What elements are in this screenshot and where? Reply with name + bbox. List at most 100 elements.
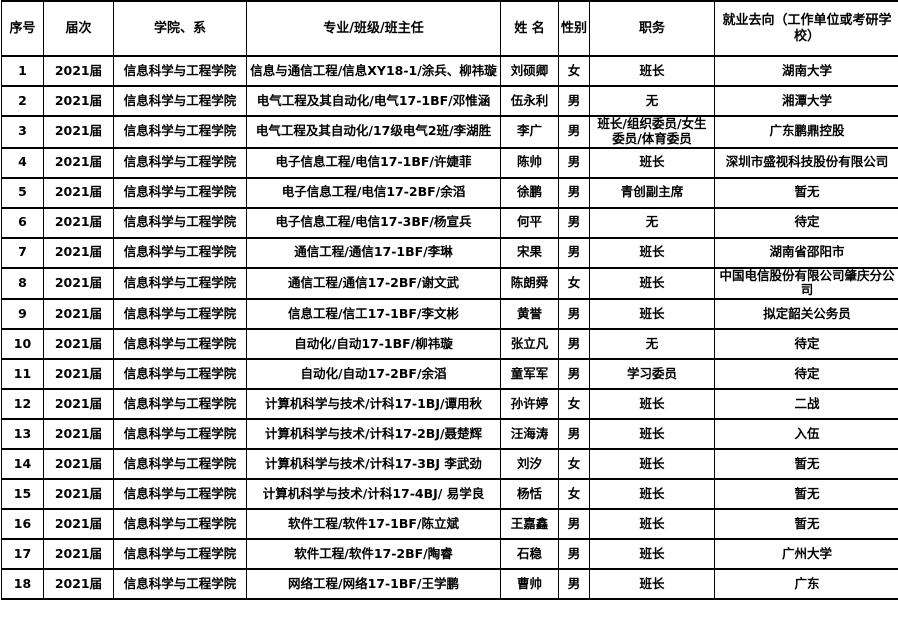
cell-no: 13: [1, 418, 44, 450]
cell-name: 汪海涛: [500, 418, 559, 450]
cell-gender: 男: [558, 538, 590, 570]
cell-no: 4: [1, 146, 44, 179]
table-row: 4 2021届 信息科学与工程学院 电子信息工程/电信17-1BF/许婕菲 陈帅…: [1, 146, 898, 179]
cell-destination: 暂无: [714, 176, 898, 209]
cell-major: 计算机科学与技术/计科17-2BJ/聂楚辉: [246, 418, 501, 450]
cell-gender: 男: [558, 206, 590, 239]
cell-college: 信息科学与工程学院: [113, 206, 247, 239]
cell-cohort: 2021届: [43, 328, 114, 360]
table-row: 15 2021届 信息科学与工程学院 计算机科学与技术/计科17-4BJ/ 易学…: [1, 478, 898, 510]
cell-major: 软件工程/软件17-2BF/陶睿: [246, 538, 501, 570]
cell-major: 通信工程/通信17-1BF/李琳: [246, 236, 501, 269]
table-row: 1 2021届 信息科学与工程学院 信息与通信工程/信息XY18-1/涂兵、柳祎…: [1, 55, 898, 87]
table-header-row: 序号 届次 学院、系 专业/班级/班主任 姓 名 性别 职务 就业去向（工作单位…: [1, 0, 898, 57]
cell-name: 曹帅: [500, 568, 559, 600]
header-college: 学院、系: [113, 0, 247, 57]
cell-college: 信息科学与工程学院: [113, 115, 247, 149]
cell-destination: 中国电信股份有限公司肇庆分公司: [714, 266, 898, 300]
header-gender: 性别: [558, 0, 590, 57]
cell-gender: 男: [558, 176, 590, 209]
cell-no: 14: [1, 448, 44, 480]
cell-position: 青创副主席: [589, 176, 715, 209]
cell-destination: 入伍: [714, 418, 898, 450]
table-row: 9 2021届 信息科学与工程学院 信息工程/信工17-1BF/李文彬 黄誉 男…: [1, 298, 898, 330]
cell-destination: 湖南大学: [714, 55, 898, 87]
header-major: 专业/班级/班主任: [246, 0, 501, 57]
table-row: 8 2021届 信息科学与工程学院 通信工程/通信17-2BF/谢文武 陈朗舜 …: [1, 266, 898, 300]
cell-no: 15: [1, 478, 44, 510]
cell-destination: 二战: [714, 388, 898, 420]
header-cohort: 届次: [43, 0, 114, 57]
cell-name: 刘硕卿: [500, 55, 559, 87]
cell-cohort: 2021届: [43, 298, 114, 330]
cell-gender: 男: [558, 115, 590, 149]
table-row: 16 2021届 信息科学与工程学院 软件工程/软件17-1BF/陈立斌 王嘉鑫…: [1, 508, 898, 540]
cell-gender: 男: [558, 568, 590, 600]
cell-position: 班长: [589, 568, 715, 600]
cell-no: 18: [1, 568, 44, 600]
cell-no: 6: [1, 206, 44, 239]
cell-position: 班长: [589, 508, 715, 540]
cell-college: 信息科学与工程学院: [113, 146, 247, 179]
cell-college: 信息科学与工程学院: [113, 418, 247, 450]
cell-no: 16: [1, 508, 44, 540]
cell-destination: 湘潭大学: [714, 85, 898, 117]
cell-gender: 男: [558, 328, 590, 360]
cell-gender: 男: [558, 358, 590, 390]
cell-name: 宋果: [500, 236, 559, 269]
cell-cohort: 2021届: [43, 508, 114, 540]
cell-position: 无: [589, 206, 715, 239]
cell-cohort: 2021届: [43, 358, 114, 390]
cell-position: 班长: [589, 418, 715, 450]
header-position: 职务: [589, 0, 715, 57]
cell-major: 自动化/自动17-1BF/柳祎璇: [246, 328, 501, 360]
cell-name: 黄誉: [500, 298, 559, 330]
cell-gender: 男: [558, 85, 590, 117]
cell-college: 信息科学与工程学院: [113, 328, 247, 360]
cell-name: 石稳: [500, 538, 559, 570]
cell-position: 无: [589, 85, 715, 117]
cell-no: 17: [1, 538, 44, 570]
cell-destination: 待定: [714, 206, 898, 239]
cell-cohort: 2021届: [43, 388, 114, 420]
cell-gender: 女: [558, 266, 590, 300]
cell-cohort: 2021届: [43, 478, 114, 510]
cell-destination: 深圳市盛视科技股份有限公司: [714, 146, 898, 179]
cell-cohort: 2021届: [43, 115, 114, 149]
cell-destination: 暂无: [714, 448, 898, 480]
table-row: 14 2021届 信息科学与工程学院 计算机科学与技术/计科17-3BJ 李武劲…: [1, 448, 898, 480]
cell-college: 信息科学与工程学院: [113, 55, 247, 87]
cell-college: 信息科学与工程学院: [113, 176, 247, 209]
header-destination: 就业去向（工作单位或考研学校）: [714, 0, 898, 57]
cell-college: 信息科学与工程学院: [113, 538, 247, 570]
cell-name: 陈朗舜: [500, 266, 559, 300]
cell-gender: 女: [558, 55, 590, 87]
cell-gender: 女: [558, 388, 590, 420]
cell-position: 班长/组织委员/女生委员/体育委员: [589, 115, 715, 149]
cell-no: 5: [1, 176, 44, 209]
cell-gender: 男: [558, 298, 590, 330]
cell-position: 班长: [589, 538, 715, 570]
cell-cohort: 2021届: [43, 448, 114, 480]
cell-cohort: 2021届: [43, 266, 114, 300]
cell-gender: 男: [558, 236, 590, 269]
cell-name: 李广: [500, 115, 559, 149]
cell-name: 童军军: [500, 358, 559, 390]
cell-destination: 广州大学: [714, 538, 898, 570]
cell-major: 计算机科学与技术/计科17-1BJ/谭用秋: [246, 388, 501, 420]
cell-name: 何平: [500, 206, 559, 239]
cell-position: 班长: [589, 266, 715, 300]
cell-destination: 湖南省邵阳市: [714, 236, 898, 269]
table-row: 6 2021届 信息科学与工程学院 电子信息工程/电信17-3BF/杨宣兵 何平…: [1, 206, 898, 239]
cell-major: 电气工程及其自动化/17级电气2班/李湖胜: [246, 115, 501, 149]
header-name: 姓 名: [500, 0, 559, 57]
cell-cohort: 2021届: [43, 538, 114, 570]
cell-destination: 暂无: [714, 508, 898, 540]
cell-cohort: 2021届: [43, 85, 114, 117]
cell-destination: 广东: [714, 568, 898, 600]
cell-no: 7: [1, 236, 44, 269]
cell-cohort: 2021届: [43, 55, 114, 87]
table-row: 7 2021届 信息科学与工程学院 通信工程/通信17-1BF/李琳 宋果 男 …: [1, 236, 898, 269]
cell-college: 信息科学与工程学院: [113, 358, 247, 390]
